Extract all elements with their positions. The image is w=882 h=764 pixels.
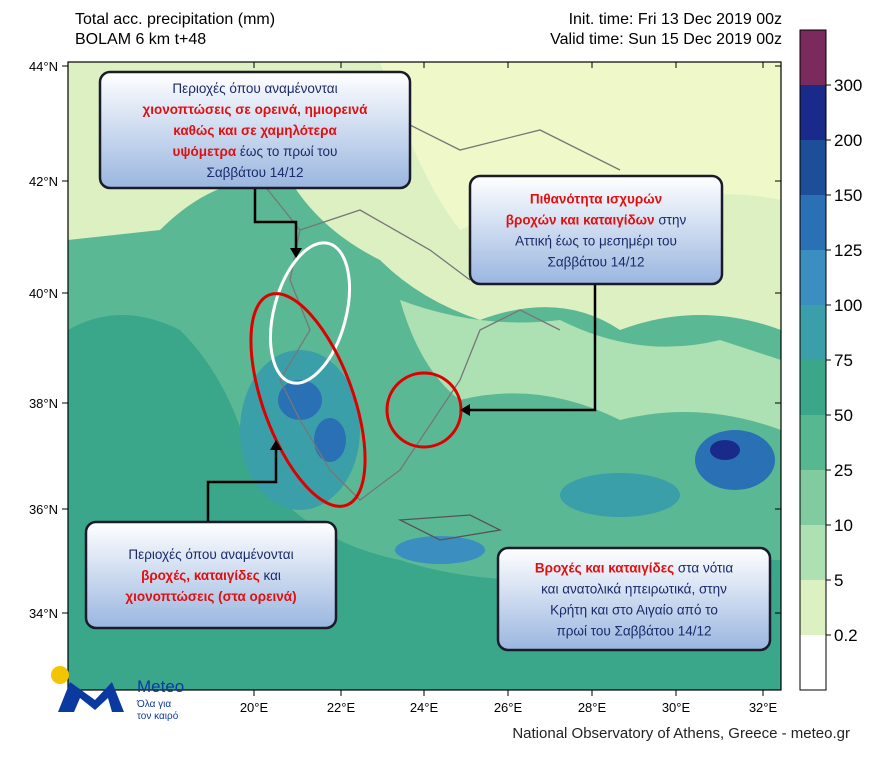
valid-time: Valid time: Sun 15 Dec 2019 00z bbox=[550, 31, 782, 48]
logo: Meteo Όλα για τον καιρό bbox=[51, 666, 184, 722]
annotation-text: Περιοχές όπου αναμένονται bbox=[172, 81, 337, 96]
colorbar-segment bbox=[800, 415, 826, 470]
colorbar-segment bbox=[800, 195, 826, 250]
annotation-text: στα νότια bbox=[674, 561, 733, 576]
colorbar-label: 200 bbox=[834, 131, 862, 150]
annotation-box bbox=[84, 520, 338, 630]
annotation-text: χιονοπτώσεις σε ορεινά, ημιορεινά bbox=[143, 102, 369, 117]
annotation-text: Περιοχές όπου αναμένονται bbox=[128, 547, 293, 562]
annotation-box bbox=[98, 70, 412, 190]
colorbar-label: 25 bbox=[834, 461, 853, 480]
annotation-text: πρωί του Σαββάτου 14/12 bbox=[556, 624, 711, 639]
annotation-line: χιονοπτώσεις σε ορεινά, ημιορεινά bbox=[143, 102, 369, 117]
annotation-line: βροχές, καταιγίδες και bbox=[141, 568, 281, 583]
colorbar-label: 10 bbox=[834, 516, 853, 535]
colorbar-segment bbox=[800, 360, 826, 415]
annotation-text: υψόμετρα bbox=[173, 144, 237, 159]
lat-label: 38°N bbox=[29, 396, 58, 411]
annotation-text: βροχές, καταιγίδες bbox=[141, 568, 260, 583]
colorbar-label: 300 bbox=[834, 76, 862, 95]
colorbar-label: 150 bbox=[834, 186, 862, 205]
annotation-line: υψόμετρα έως το πρωί του bbox=[173, 144, 338, 159]
title: Total acc. precipitation (mm) bbox=[75, 11, 275, 28]
lon-label: 20°E bbox=[240, 700, 269, 715]
lat-label: 34°N bbox=[29, 606, 58, 621]
lon-label: 30°E bbox=[662, 700, 691, 715]
lat-label: 36°N bbox=[29, 502, 58, 517]
annotation-text: στην bbox=[655, 213, 687, 228]
annotation-line: Κρήτη και στο Αιγαίο από το bbox=[550, 603, 718, 618]
annotation-text: Βροχές και καταιγίδες bbox=[535, 561, 674, 576]
annotation-text: έως το πρωί του bbox=[236, 144, 337, 159]
lon-label: 28°E bbox=[578, 700, 607, 715]
colorbar-label: 125 bbox=[834, 241, 862, 260]
lat-label: 40°N bbox=[29, 286, 58, 301]
model: BOLAM 6 km t+48 bbox=[75, 31, 206, 48]
annotation-text: Σαββάτου 14/12 bbox=[547, 255, 644, 270]
annotation-text: χιονοπτώσεις (στα ορεινά) bbox=[125, 589, 296, 604]
annotation-line: Περιοχές όπου αναμένονται bbox=[172, 81, 337, 96]
colorbar-label: 75 bbox=[834, 351, 853, 370]
annotation-text: Σαββάτου 14/12 bbox=[206, 165, 303, 180]
colorbar-segment bbox=[800, 140, 826, 195]
annotation-line: καθώς και σε χαμηλότερα bbox=[173, 123, 337, 138]
colorbar-segment bbox=[800, 580, 826, 635]
annotation-line: Αττική έως το μεσημέρι του bbox=[515, 234, 677, 249]
annotation-line: και ανατολικά ηπειρωτικά, στην bbox=[541, 582, 727, 597]
highlight-marks bbox=[206, 188, 597, 522]
lon-label: 24°E bbox=[410, 700, 439, 715]
logo-slogan: τον καιρό bbox=[137, 710, 179, 722]
annotation-line: πρωί του Σαββάτου 14/12 bbox=[556, 624, 711, 639]
logo-name: Meteo bbox=[137, 677, 184, 696]
annotation-text: Πιθανότητα ισχυρών bbox=[530, 192, 662, 207]
logo-slogan: Όλα για bbox=[136, 699, 171, 710]
colorbar-segment bbox=[800, 305, 826, 360]
footer: National Observatory of Athens, Greece -… bbox=[512, 725, 850, 742]
lon-label: 32°E bbox=[749, 700, 778, 715]
annotation-line: Περιοχές όπου αναμένονται bbox=[128, 547, 293, 562]
colorbar-label: 0.2 bbox=[834, 626, 858, 645]
annotation-text: Αττική έως το μεσημέρι του bbox=[515, 234, 677, 249]
colorbar-segment bbox=[800, 250, 826, 305]
annotation-line: βροχών και καταιγίδων στην bbox=[506, 213, 687, 228]
colorbar-segment bbox=[800, 85, 826, 140]
annotation-text: και bbox=[260, 568, 281, 583]
colorbar-segment bbox=[800, 470, 826, 525]
annotation-text: και ανατολικά ηπειρωτικά, στην bbox=[541, 582, 727, 597]
annotation-box bbox=[496, 546, 772, 652]
lon-label: 26°E bbox=[494, 700, 523, 715]
colorbar-segment bbox=[800, 525, 826, 580]
annotation-text: καθώς και σε χαμηλότερα bbox=[173, 123, 337, 138]
colorbar-segment bbox=[800, 635, 826, 690]
annotation-line: χιονοπτώσεις (στα ορεινά) bbox=[125, 589, 296, 604]
annotation-line: Βροχές και καταιγίδες στα νότια bbox=[535, 561, 734, 576]
annotation-text: Κρήτη και στο Αιγαίο από το bbox=[550, 603, 718, 618]
colorbar-label: 5 bbox=[834, 571, 843, 590]
annotation-line: Σαββάτου 14/12 bbox=[206, 165, 303, 180]
annotation-line: Σαββάτου 14/12 bbox=[547, 255, 644, 270]
colorbar-segment bbox=[800, 30, 826, 85]
annotation-text: βροχών και καταιγίδων bbox=[506, 213, 655, 228]
lon-label: 22°E bbox=[327, 700, 356, 715]
lat-label: 44°N bbox=[29, 59, 58, 74]
annotation-line: Πιθανότητα ισχυρών bbox=[530, 192, 662, 207]
annotation-box bbox=[468, 174, 724, 286]
colorbar-label: 50 bbox=[834, 406, 853, 425]
init-time: Init. time: Fri 13 Dec 2019 00z bbox=[569, 11, 782, 28]
colorbar-label: 100 bbox=[834, 296, 862, 315]
lat-label: 42°N bbox=[29, 174, 58, 189]
